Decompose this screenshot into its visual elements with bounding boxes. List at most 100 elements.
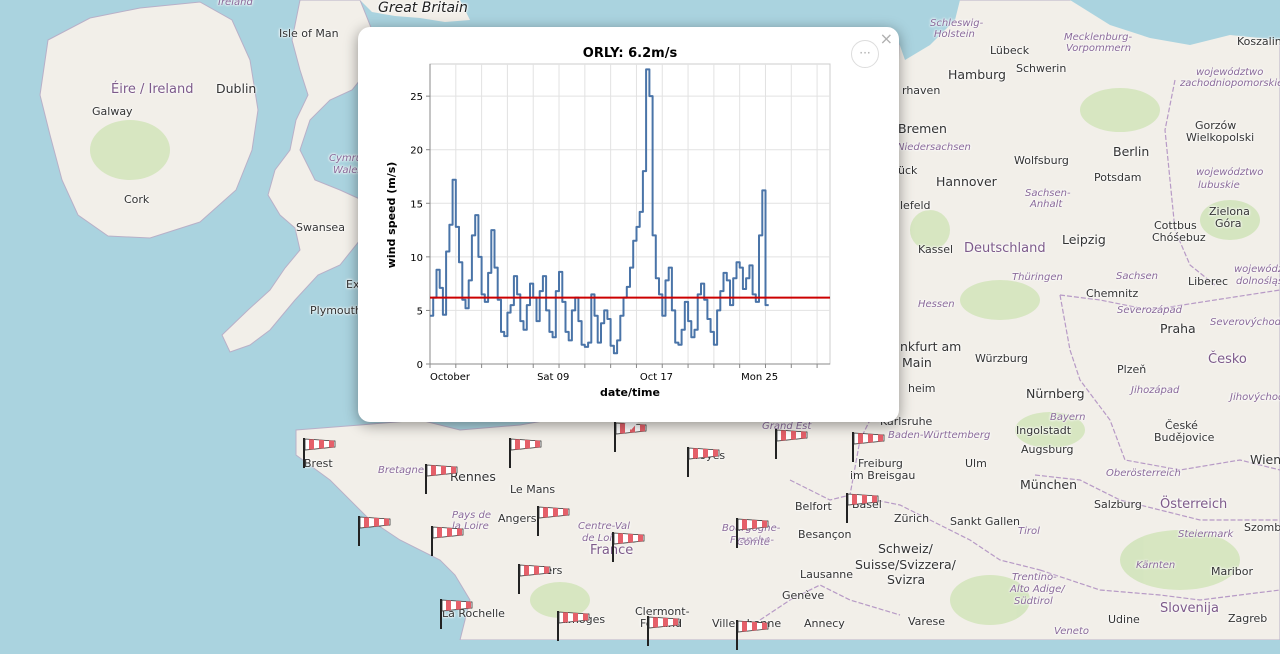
y-tick-label: 15 xyxy=(410,199,423,210)
place-label: Budějovice xyxy=(1154,431,1215,444)
x-tick-label: Mon 25 xyxy=(741,372,778,383)
place-label: Varese xyxy=(908,615,945,628)
place-label: Steiermark xyxy=(1178,529,1234,540)
place-label: Salzburg xyxy=(1094,498,1142,511)
place-label: Udine xyxy=(1108,613,1140,626)
place-label: Wales xyxy=(333,165,363,176)
place-label: France xyxy=(590,543,634,558)
place-label: Chóśebuz xyxy=(1152,231,1206,244)
windsock-icon[interactable] xyxy=(846,491,882,527)
place-label: Severozápad xyxy=(1117,305,1182,316)
place-label: Nürnberg xyxy=(1026,386,1085,401)
place-label: województwo xyxy=(1234,264,1280,275)
place-label: de Loire xyxy=(582,533,623,544)
place-label: Isle of Man xyxy=(279,27,339,40)
place-label: lefeld xyxy=(900,199,931,212)
place-label: České xyxy=(1165,419,1198,432)
place-label: Leipzig xyxy=(1062,232,1106,247)
windsock-icon[interactable] xyxy=(431,524,467,560)
close-button[interactable]: × xyxy=(879,29,893,48)
place-label: Franche- xyxy=(730,535,774,546)
place-label: Thüringen xyxy=(1012,272,1063,283)
place-label: Schwerin xyxy=(1016,62,1067,75)
place-label: dolnośląs xyxy=(1236,276,1280,287)
windsock-icon[interactable] xyxy=(425,462,461,498)
windsock-icon[interactable] xyxy=(736,618,772,654)
land-ireland xyxy=(39,1,259,239)
place-label: Plymouth xyxy=(310,304,362,317)
place-label: Ingolstadt xyxy=(1016,424,1072,437)
sea-baltic xyxy=(1070,0,1280,45)
windsock-icon[interactable] xyxy=(647,614,683,650)
windsock-icon[interactable] xyxy=(687,445,723,481)
place-label: ück xyxy=(898,164,918,177)
windsock-icon[interactable] xyxy=(518,562,554,598)
place-label: Veneto xyxy=(1054,626,1089,637)
place-label: Góra xyxy=(1215,217,1242,230)
place-label: województwo xyxy=(1196,167,1264,178)
place-label: Comté xyxy=(737,537,770,548)
forest-areas xyxy=(90,88,1260,625)
place-label: Sachsen xyxy=(1116,271,1159,282)
x-tick-label: October xyxy=(430,372,471,383)
place-label: Wolfsburg xyxy=(1014,154,1069,167)
place-label: Sachsen- xyxy=(1025,188,1071,199)
place-label: Great Britain xyxy=(378,0,468,16)
windsock-icon[interactable] xyxy=(303,436,339,472)
place-label: Jihozápad xyxy=(1131,385,1180,396)
place-label: zachodniopomorskie xyxy=(1180,78,1280,89)
y-tick-label: 20 xyxy=(410,146,423,157)
place-label: Liberec xyxy=(1188,275,1229,288)
windsock-icon[interactable] xyxy=(775,427,811,463)
place-label: nkfurt am xyxy=(900,339,962,354)
place-label: lubuskie xyxy=(1198,180,1240,191)
windsock-icon[interactable] xyxy=(557,609,593,645)
y-axis-label: wind speed (m/s) xyxy=(385,162,398,269)
place-label: Cottbus xyxy=(1154,219,1197,232)
place-label: Zürich xyxy=(894,512,930,525)
place-label: Slovenija xyxy=(1160,601,1219,616)
place-label: Cork xyxy=(124,193,150,206)
place-label: Česko xyxy=(1208,352,1247,367)
place-label: Praha xyxy=(1160,321,1196,336)
windsock-icon[interactable] xyxy=(612,530,648,566)
place-label: Dublin xyxy=(216,81,257,96)
windsock-icon[interactable] xyxy=(509,436,545,472)
place-label: Suisse/Svizzera/ xyxy=(855,557,956,572)
place-label: Wielkopolski xyxy=(1186,131,1255,144)
windsock-icon[interactable] xyxy=(736,516,772,552)
place-label: Tirol xyxy=(1018,526,1040,537)
x-tick-label: Oct 17 xyxy=(640,372,673,383)
place-label: Hamburg xyxy=(948,67,1006,82)
place-label: Augsburg xyxy=(1021,443,1074,456)
place-label: Zielona xyxy=(1209,205,1250,218)
place-label: Bayern xyxy=(1050,412,1086,423)
place-label: Würzburg xyxy=(975,352,1029,365)
place-label: Swansea xyxy=(296,221,345,234)
windsock-icon[interactable] xyxy=(537,504,573,540)
place-label: Holstein xyxy=(934,29,975,40)
place-label: Annecy xyxy=(804,617,845,630)
place-label: Südtirol xyxy=(1014,596,1053,607)
place-label: Le Mans xyxy=(510,483,556,496)
place-label: Éire / Ireland xyxy=(111,82,194,97)
windsock-icon[interactable] xyxy=(440,597,476,633)
chart-menu-button[interactable]: ··· xyxy=(851,40,879,68)
place-label: Gorzów xyxy=(1195,119,1237,132)
place-label: Baden-Württemberg xyxy=(888,430,991,441)
place-label: Rennes xyxy=(450,469,496,484)
place-label: Galway xyxy=(92,105,133,118)
y-axis-ticks: 0 5 10 15 20 25 xyxy=(410,92,430,371)
place-label: Hannover xyxy=(936,174,997,189)
place-label: Alto Adige/ xyxy=(1010,584,1065,595)
place-label: Schleswig- xyxy=(930,18,984,29)
place-label: Maribor xyxy=(1211,565,1254,578)
windsock-icon[interactable] xyxy=(852,430,888,466)
windsock-icon[interactable] xyxy=(358,514,394,550)
place-label: Svizra xyxy=(887,572,926,587)
place-label: heim xyxy=(908,382,936,395)
place-label: Kassel xyxy=(918,243,954,256)
place-label: Genève xyxy=(782,589,825,602)
place-label: Brest xyxy=(304,457,333,470)
